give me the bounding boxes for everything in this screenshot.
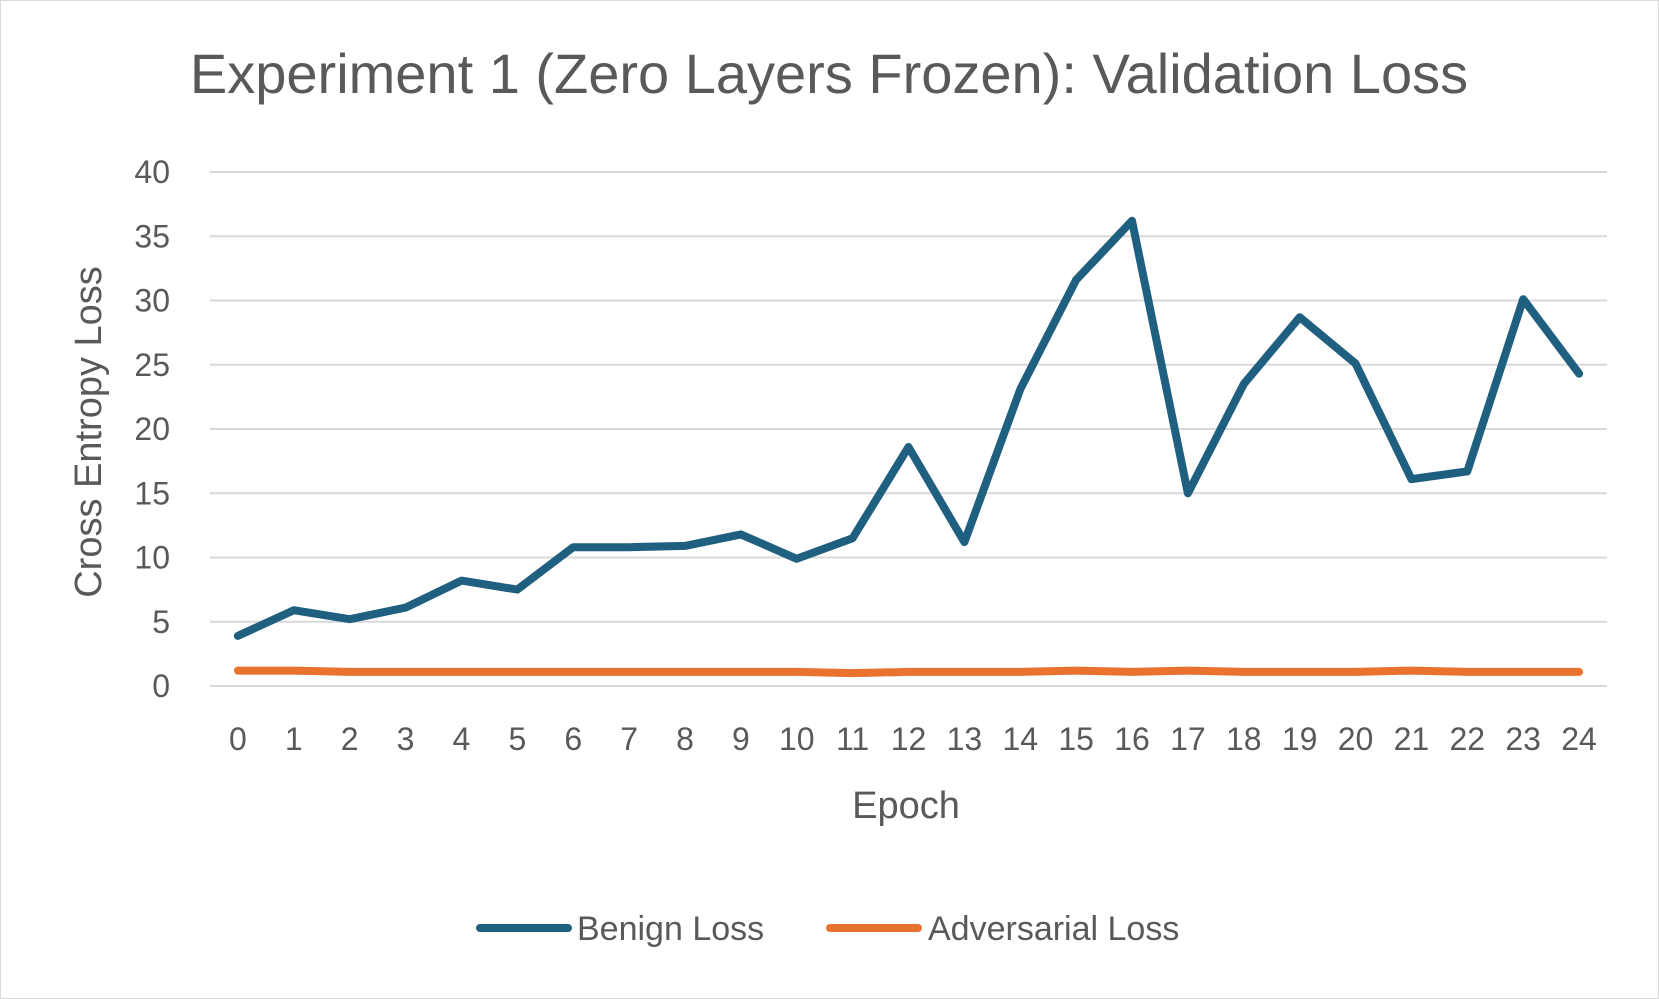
x-tick-label: 2	[341, 721, 359, 757]
y-tick-label: 35	[134, 218, 170, 254]
y-tick-label: 25	[134, 347, 170, 383]
x-tick-label: 11	[836, 721, 869, 757]
x-tick-label: 22	[1450, 721, 1486, 757]
x-tick-label: 1	[285, 721, 303, 757]
y-axis-title: Cross Entropy Loss	[68, 266, 110, 598]
x-axis-ticks: 0 1 2 3 4 5 6 7 8 9 10 11 12 13 14 15 16 17 18 19 20 21 22 23 24	[229, 721, 1597, 757]
x-tick-label: 16	[1114, 721, 1150, 757]
legend-label-adversarial-loss: Adversarial Loss	[928, 910, 1179, 948]
y-tick-label: 10	[134, 540, 170, 576]
x-tick-label: 12	[891, 721, 927, 757]
x-tick-label: 19	[1282, 721, 1318, 757]
x-tick-label: 18	[1226, 721, 1262, 757]
gridlines	[210, 171, 1607, 687]
series-line-benign-loss	[233, 216, 1584, 640]
x-axis-title: Epoch	[852, 785, 960, 827]
chart-title: Experiment 1 (Zero Layers Frozen): Valid…	[190, 42, 1468, 105]
x-tick-label: 10	[779, 721, 815, 757]
x-tick-label: 5	[508, 721, 526, 757]
x-tick-label: 13	[947, 721, 983, 757]
x-tick-label: 23	[1505, 721, 1541, 757]
y-tick-label: 15	[134, 475, 170, 511]
x-tick-label: 8	[676, 721, 694, 757]
x-tick-label: 9	[732, 721, 750, 757]
series-line-adversarial-loss	[233, 666, 1584, 678]
x-tick-label: 6	[564, 721, 582, 757]
y-tick-label: 30	[134, 283, 170, 319]
series-lines	[233, 216, 1584, 678]
y-tick-label: 20	[134, 411, 170, 447]
x-tick-label: 21	[1394, 721, 1430, 757]
y-tick-label: 0	[152, 668, 170, 704]
legend-label-benign-loss: Benign Loss	[577, 910, 764, 948]
x-tick-label: 14	[1002, 721, 1038, 757]
x-tick-label: 4	[453, 721, 471, 757]
y-axis-ticks: 0 5 10 15 20 25 30 35 40	[134, 154, 170, 704]
y-tick-label: 40	[134, 154, 170, 190]
x-tick-label: 15	[1058, 721, 1094, 757]
x-tick-label: 3	[397, 721, 415, 757]
x-tick-label: 7	[620, 721, 638, 757]
x-tick-label: 20	[1338, 721, 1374, 757]
x-tick-label: 17	[1170, 721, 1206, 757]
x-tick-label: 0	[229, 721, 247, 757]
y-tick-label: 5	[152, 604, 170, 640]
x-tick-label: 24	[1561, 721, 1597, 757]
legend: Benign Loss Adversarial Loss	[476, 910, 1179, 948]
